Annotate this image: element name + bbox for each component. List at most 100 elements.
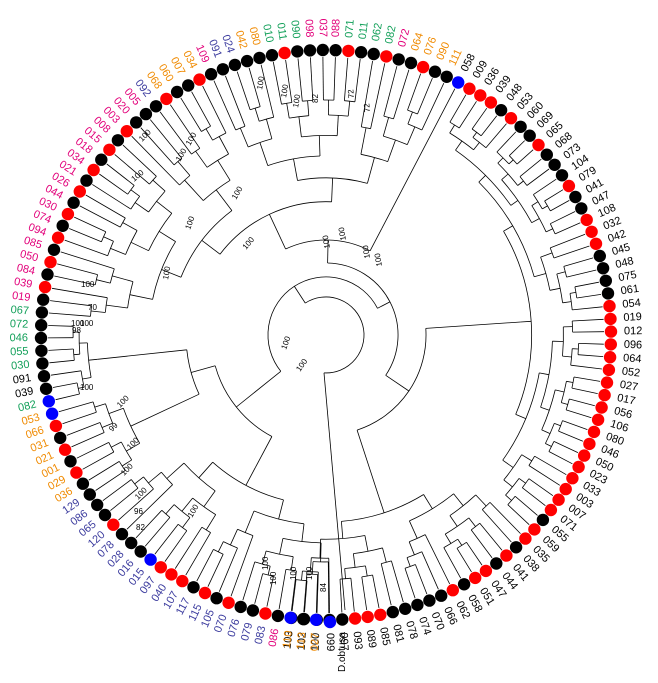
bootstrap-value: 100	[261, 556, 270, 570]
tree-branch	[186, 533, 211, 576]
tree-branch	[245, 511, 254, 533]
tree-branch	[515, 496, 537, 515]
tip-dot	[150, 100, 162, 112]
tip-dot	[278, 47, 290, 59]
tree-branch	[498, 158, 503, 163]
tree-branch	[559, 431, 583, 441]
bootstrap-value: 70	[88, 303, 97, 312]
tree-branch	[379, 497, 384, 513]
tip-dot	[35, 319, 47, 331]
tree-branch	[145, 517, 170, 546]
tip-dot	[423, 594, 435, 606]
tip-dot	[600, 275, 612, 287]
tip-dot	[116, 528, 128, 540]
tip-label: 046	[10, 332, 28, 344]
tree-branch	[520, 159, 541, 176]
tip-dot	[519, 532, 531, 544]
tip-dot	[317, 44, 329, 56]
tree-branch	[348, 101, 350, 116]
tree-branch	[159, 231, 176, 241]
tree-branch	[305, 297, 364, 373]
tree-branch	[457, 548, 472, 572]
bootstrap-value: 100	[279, 335, 292, 351]
tip-dot	[112, 134, 124, 146]
tree-branch	[567, 270, 597, 277]
tip-dot	[592, 414, 604, 426]
tip-dot	[595, 401, 607, 413]
tip-dot	[578, 449, 590, 461]
tip-dot	[121, 125, 133, 137]
bootstrap-value: 100	[161, 265, 172, 280]
tree-branch	[206, 515, 216, 530]
tip-dot	[41, 268, 53, 280]
tree-branch	[148, 472, 161, 483]
tree-branch	[112, 276, 133, 282]
tip-dot	[594, 250, 606, 262]
bootstrap-value: 100	[81, 280, 95, 289]
tree-branch	[361, 61, 372, 127]
tip-dot	[528, 523, 540, 535]
tip-label: 088	[330, 19, 343, 38]
tree-branch	[255, 437, 272, 468]
tree-branch	[49, 313, 91, 316]
tip-dot	[297, 613, 309, 625]
bootstrap-value: 100	[186, 502, 201, 519]
tip-dot	[107, 519, 119, 531]
tip-label: 064	[623, 352, 642, 365]
tree-branch	[218, 160, 230, 180]
tree-branch	[407, 127, 415, 145]
tree-branch	[95, 404, 106, 407]
tip-dot	[37, 294, 49, 306]
tree-branch	[467, 542, 483, 565]
tree-branch	[554, 441, 578, 452]
tree-branch	[557, 272, 566, 274]
tree-branch	[450, 125, 455, 133]
tip-dot	[349, 612, 361, 624]
tip-dot	[435, 590, 447, 602]
tip-dot	[368, 48, 380, 60]
tree-branch	[185, 180, 204, 200]
tree-branch	[386, 375, 409, 391]
tip-dot	[380, 50, 392, 62]
tip-label: 086	[267, 628, 282, 648]
tree-branch	[575, 282, 599, 287]
tree-branch	[424, 495, 433, 509]
tree-branch	[454, 494, 464, 506]
bootstrap-value: 100	[321, 234, 332, 249]
tree-branch	[516, 414, 526, 418]
tree-branch	[482, 510, 511, 542]
tree-branch	[361, 128, 366, 155]
tree-branches	[48, 57, 604, 613]
tree-branch	[53, 383, 77, 388]
tip-dot	[458, 578, 470, 590]
tree-branch	[529, 479, 553, 496]
tree-branch	[280, 538, 283, 554]
tip-label: 052	[621, 365, 641, 379]
tree-branch	[503, 460, 514, 467]
tree-branch	[51, 371, 81, 375]
tree-branch	[542, 430, 550, 434]
tip-dot	[155, 561, 167, 573]
tip-dot	[597, 262, 609, 274]
tip-dot	[563, 180, 575, 192]
tip-dot	[575, 202, 587, 214]
tree-branch	[574, 377, 600, 381]
tree-branch	[570, 292, 576, 293]
tree-branch	[497, 132, 516, 152]
tree-branch	[550, 234, 585, 248]
tree-branch	[260, 143, 268, 166]
tip-dot	[40, 383, 52, 395]
tree-branch	[196, 151, 208, 167]
tree-branch	[77, 442, 109, 458]
tree-branch	[197, 549, 214, 581]
bootstrap-value: 100	[373, 252, 384, 267]
tree-branch	[450, 516, 457, 527]
tree-branch	[408, 74, 421, 111]
tree-branch	[569, 399, 595, 406]
tip-dot	[304, 44, 316, 56]
tip-dot	[560, 483, 572, 495]
tip-dot	[532, 139, 544, 151]
tree-branch	[52, 288, 107, 297]
tree-branch	[145, 394, 199, 419]
